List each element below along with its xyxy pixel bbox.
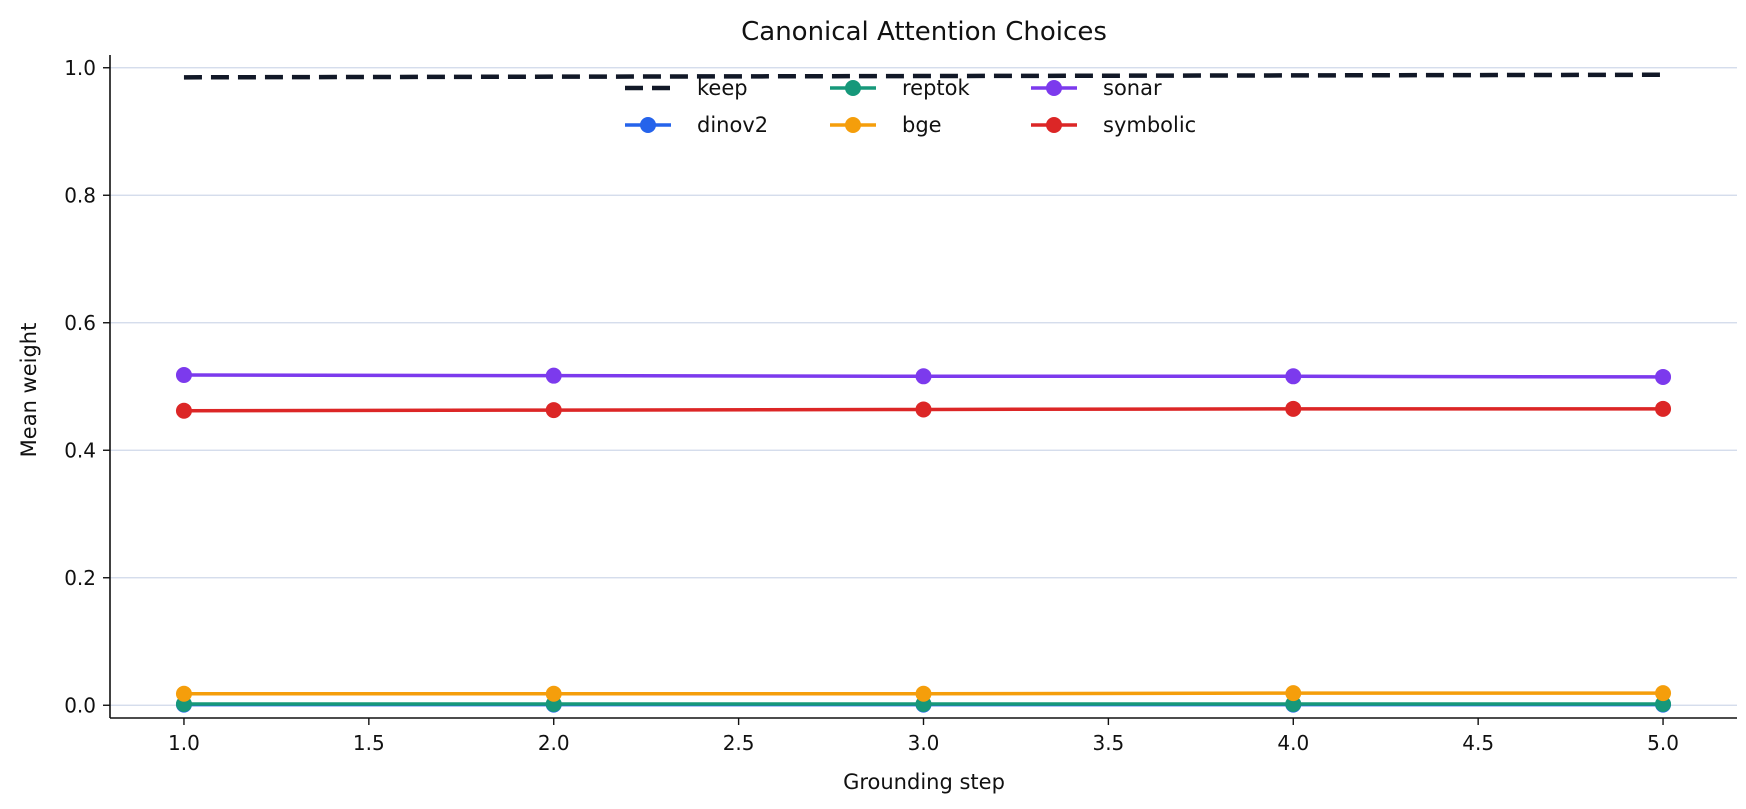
x-tick-label: 4.5 bbox=[1462, 731, 1494, 755]
x-tick-label: 2.5 bbox=[723, 731, 755, 755]
data-point-sonar bbox=[1655, 368, 1672, 385]
x-tick-label: 3.0 bbox=[908, 731, 940, 755]
data-point-sonar bbox=[175, 367, 192, 384]
x-tick-label: 5.0 bbox=[1647, 731, 1679, 755]
y-tick-label: 0.2 bbox=[64, 566, 96, 590]
legend-label-reptok: reptok bbox=[902, 76, 971, 100]
data-point-bge bbox=[915, 685, 932, 702]
data-point-symbolic bbox=[1655, 400, 1672, 417]
data-point-bge bbox=[545, 685, 562, 702]
legend-item-sonar: sonar bbox=[1031, 76, 1162, 100]
data-point-sonar bbox=[915, 368, 932, 385]
legend-item-keep: keep bbox=[625, 76, 748, 100]
data-point-symbolic bbox=[1285, 400, 1302, 417]
y-tick-label: 0.0 bbox=[64, 693, 96, 717]
legend-label-symbolic: symbolic bbox=[1103, 113, 1196, 137]
legend-label-sonar: sonar bbox=[1103, 76, 1162, 100]
series-symbolic bbox=[175, 400, 1672, 419]
y-tick-label: 0.4 bbox=[64, 438, 96, 462]
data-point-bge bbox=[175, 685, 192, 702]
data-point-sonar bbox=[545, 367, 562, 384]
series-keep bbox=[183, 72, 1664, 80]
series-bge bbox=[175, 685, 1672, 702]
legend: keep dinov2 reptok bge sonar symbolic bbox=[625, 76, 1196, 137]
data-point-bge bbox=[1655, 685, 1672, 702]
legend-item-reptok: reptok bbox=[830, 76, 971, 100]
legend-marker-dinov2 bbox=[640, 117, 656, 133]
x-tick-label: 3.5 bbox=[1092, 731, 1124, 755]
x-tick-label: 1.5 bbox=[353, 731, 385, 755]
data-point-symbolic bbox=[915, 401, 932, 418]
legend-label-dinov2: dinov2 bbox=[697, 113, 768, 137]
legend-marker-bge bbox=[845, 117, 861, 133]
x-tick-label: 1.0 bbox=[168, 731, 200, 755]
y-axis-title: Mean weight bbox=[17, 323, 41, 458]
grid-layer bbox=[110, 67, 1737, 706]
legend-marker-reptok bbox=[845, 80, 861, 96]
chart-title: Canonical Attention Choices bbox=[741, 17, 1107, 47]
x-tick-label: 4.0 bbox=[1277, 731, 1309, 755]
x-tick-label: 2.0 bbox=[538, 731, 570, 755]
series-line-keep bbox=[183, 72, 1664, 80]
axes-layer: 0.0 0.2 0.4 0.6 0.8 1.0 1.0 1.5 2.0 2.5 3.0 3.5 4.0 4… bbox=[64, 55, 1737, 755]
data-point-symbolic bbox=[545, 402, 562, 419]
x-axis-title: Grounding step bbox=[843, 770, 1005, 794]
data-point-bge bbox=[1285, 685, 1302, 702]
y-tick-label: 0.8 bbox=[64, 183, 96, 207]
legend-label-bge: bge bbox=[902, 113, 942, 137]
series-layer bbox=[175, 72, 1672, 713]
data-point-sonar bbox=[1285, 368, 1302, 385]
y-tick-label: 0.6 bbox=[64, 311, 96, 335]
legend-item-dinov2: dinov2 bbox=[625, 113, 768, 137]
series-sonar bbox=[175, 367, 1672, 385]
legend-item-bge: bge bbox=[830, 113, 942, 137]
data-point-symbolic bbox=[175, 402, 192, 419]
legend-marker-sonar bbox=[1046, 80, 1062, 96]
legend-label-keep: keep bbox=[697, 76, 748, 100]
legend-marker-symbolic bbox=[1046, 117, 1062, 133]
legend-item-symbolic: symbolic bbox=[1031, 113, 1196, 137]
y-tick-label: 1.0 bbox=[64, 56, 96, 80]
